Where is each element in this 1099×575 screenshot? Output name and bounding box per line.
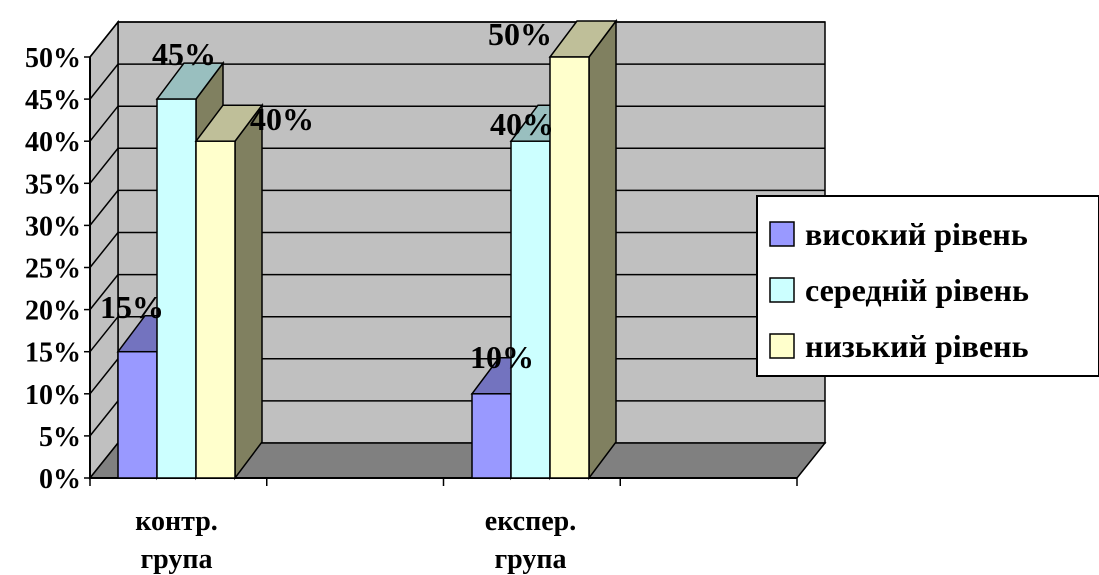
- x-category-label: контр.: [135, 506, 218, 537]
- bar: [548, 18, 618, 481]
- y-tick-label: 15%: [25, 338, 81, 369]
- legend-entry: середній рівень: [805, 272, 1029, 308]
- y-tick-label: 30%: [25, 211, 81, 242]
- legend-entry: низький рівень: [805, 328, 1029, 364]
- y-tick-label: 5%: [39, 422, 81, 453]
- bar-front-face: [195, 140, 236, 479]
- bar: [194, 102, 264, 481]
- x-category-label: експер.: [485, 506, 576, 537]
- y-tick-label: 50%: [25, 43, 81, 74]
- bars: [116, 18, 618, 481]
- data-label: 15%: [100, 289, 164, 325]
- data-label: 45%: [152, 36, 216, 72]
- y-tick-label: 35%: [25, 169, 81, 200]
- bar-front-face: [471, 393, 512, 479]
- data-label: 50%: [488, 16, 552, 52]
- data-label: 10%: [470, 339, 534, 375]
- legend-entry: високий рівень: [805, 216, 1028, 252]
- bar-side-face: [234, 102, 263, 481]
- data-label: 40%: [490, 106, 554, 142]
- bar-front-face: [549, 56, 590, 479]
- x-category-label: група: [494, 544, 566, 575]
- x-category-label: група: [140, 544, 212, 575]
- legend-swatch: [769, 221, 795, 247]
- y-tick-label: 45%: [25, 85, 81, 116]
- y-tick-label: 20%: [25, 296, 81, 327]
- bar-side-face: [588, 18, 617, 481]
- data-label: 40%: [250, 101, 314, 137]
- bar-front-face: [117, 350, 158, 479]
- y-tick-label: 25%: [25, 254, 81, 285]
- legend-box: [756, 195, 1099, 377]
- data-labels: 15% 45% 40% 10% 40% 50%: [100, 16, 554, 375]
- bar-front-face: [510, 140, 551, 479]
- legend: високий рівень середній рівень низький рів…: [756, 195, 1099, 377]
- legend-swatch: [769, 277, 795, 303]
- y-tick-label: 40%: [25, 127, 81, 158]
- axes: 0% 5% 10% 15% 20% 25% 30% 35% 40% 45% 50% контр. гру…: [25, 43, 798, 575]
- legend-swatch: [769, 333, 795, 359]
- y-tick-label: 10%: [25, 380, 81, 411]
- y-tick-label: 0%: [39, 464, 81, 495]
